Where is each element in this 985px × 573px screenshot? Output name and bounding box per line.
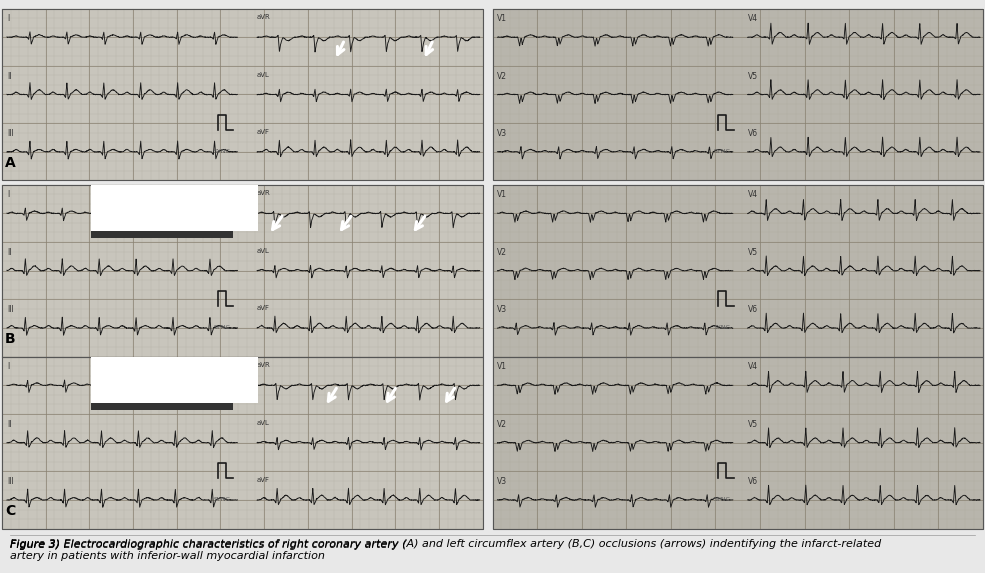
- Text: V4: V4: [748, 14, 757, 23]
- Text: I: I: [7, 190, 9, 199]
- Text: V2: V2: [497, 72, 507, 81]
- Text: V1: V1: [497, 190, 507, 199]
- Text: aVF: aVF: [257, 129, 270, 135]
- Bar: [492, 185, 983, 356]
- Text: SYNC: SYNC: [213, 325, 230, 330]
- Text: SYNC: SYNC: [213, 149, 230, 154]
- Bar: [2, 185, 483, 356]
- Text: SYNC: SYNC: [713, 149, 731, 154]
- Text: V5: V5: [748, 420, 757, 429]
- Text: aVR: aVR: [257, 190, 271, 197]
- Bar: [91, 403, 233, 410]
- Text: V2: V2: [497, 248, 507, 257]
- Text: V6: V6: [748, 305, 757, 314]
- Bar: [2, 356, 483, 529]
- Text: SYNC: SYNC: [213, 497, 230, 502]
- Text: V6: V6: [748, 129, 757, 138]
- Text: A: A: [5, 156, 16, 170]
- Text: V4: V4: [748, 362, 757, 371]
- Text: V3: V3: [497, 477, 507, 486]
- Bar: [492, 185, 983, 356]
- Text: aVF: aVF: [257, 305, 270, 311]
- Text: Figure 3) Electrocardiographic characteristics of right coronary artery (: Figure 3) Electrocardiographic character…: [10, 540, 407, 550]
- Text: C: C: [5, 504, 15, 519]
- Text: aVL: aVL: [257, 420, 270, 426]
- Text: Figure 3): Figure 3): [10, 540, 63, 550]
- Text: V1: V1: [497, 14, 507, 23]
- Text: V5: V5: [748, 72, 757, 81]
- Text: V3: V3: [497, 305, 507, 314]
- Text: aVR: aVR: [257, 14, 271, 20]
- Text: II: II: [7, 248, 12, 257]
- Text: V6: V6: [748, 477, 757, 486]
- Text: aVL: aVL: [257, 248, 270, 254]
- Bar: [492, 9, 983, 180]
- Text: V5: V5: [748, 248, 757, 257]
- Text: III: III: [7, 477, 14, 486]
- Bar: [91, 356, 258, 403]
- Bar: [2, 9, 483, 180]
- Text: aVF: aVF: [257, 477, 270, 483]
- Text: B: B: [5, 332, 16, 346]
- Bar: [492, 9, 983, 180]
- Bar: [2, 356, 483, 529]
- Text: V4: V4: [748, 190, 757, 199]
- Bar: [2, 9, 483, 180]
- Text: aVL: aVL: [257, 72, 270, 77]
- Text: SYNC: SYNC: [713, 325, 731, 330]
- Text: I: I: [7, 14, 9, 23]
- Bar: [492, 356, 983, 529]
- Text: II: II: [7, 72, 12, 81]
- Bar: [492, 356, 983, 529]
- Bar: [91, 185, 258, 231]
- Bar: [2, 185, 483, 356]
- Text: III: III: [7, 305, 14, 314]
- Bar: [91, 231, 233, 238]
- Text: I: I: [7, 362, 9, 371]
- Text: Figure 3) Electrocardiographic characteristics of right coronary artery (A) and : Figure 3) Electrocardiographic character…: [10, 539, 882, 560]
- Text: V2: V2: [497, 420, 507, 429]
- Text: V1: V1: [497, 362, 507, 371]
- Text: III: III: [7, 129, 14, 138]
- Text: II: II: [7, 420, 12, 429]
- Text: SYNC: SYNC: [713, 497, 731, 502]
- Text: V3: V3: [497, 129, 507, 138]
- Text: aVR: aVR: [257, 362, 271, 368]
